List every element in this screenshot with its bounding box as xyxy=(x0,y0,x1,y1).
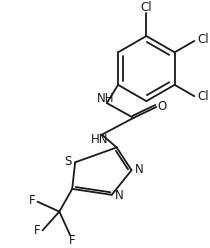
Text: S: S xyxy=(64,155,72,168)
Text: NH: NH xyxy=(97,92,115,105)
Text: F: F xyxy=(29,194,36,207)
Text: HN: HN xyxy=(91,133,109,146)
Text: F: F xyxy=(69,234,76,247)
Text: Cl: Cl xyxy=(197,33,209,46)
Text: Cl: Cl xyxy=(140,1,152,14)
Text: Cl: Cl xyxy=(197,90,209,103)
Text: N: N xyxy=(115,189,124,202)
Text: O: O xyxy=(157,99,166,113)
Text: F: F xyxy=(34,224,41,237)
Text: N: N xyxy=(135,163,144,176)
